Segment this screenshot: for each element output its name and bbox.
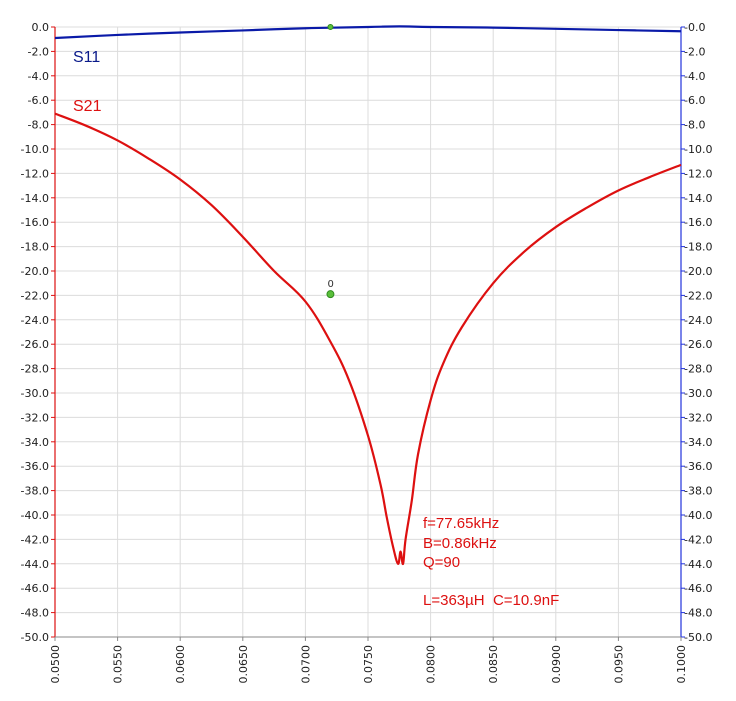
right-tick-label: -48.0 (684, 607, 712, 620)
right-tick-label: -8.0 (684, 119, 705, 132)
right-tick-label: -36.0 (684, 460, 712, 473)
x-tick-label: 0.0800 (425, 645, 438, 684)
right-tick-label: -6.0 (684, 94, 705, 107)
left-tick-label: -30.0 (21, 387, 49, 400)
right-tick-label: -44.0 (684, 558, 712, 571)
x-tick-label: 0.0900 (550, 645, 563, 684)
left-tick-label: -34.0 (21, 436, 49, 449)
right-tick-label: -50.0 (684, 631, 712, 644)
grid (54, 26, 682, 638)
series-line-s21 (54, 112, 682, 566)
left-tick-label: -24.0 (21, 314, 49, 327)
left-tick-label: -42.0 (21, 533, 49, 546)
left-tick-label: -22.0 (21, 289, 49, 302)
x-tick-label: 0.0550 (112, 645, 125, 684)
right-tick-label: -20.0 (684, 265, 712, 278)
left-tick-label: -2.0 (28, 45, 49, 58)
right-tick-label: -16.0 (684, 216, 712, 229)
markers: 0 (326, 24, 335, 299)
left-tick-label: -46.0 (21, 582, 49, 595)
left-axis-ticks: 0.0 -2.0 -4.0 -6.0 -8.0 -10.0 -12.0 -14.0 -16.0 -… (21, 21, 55, 644)
series-label-s21: S21 (73, 98, 102, 115)
left-tick-label: -16.0 (21, 216, 49, 229)
left-tick-label: -26.0 (21, 338, 49, 351)
marker-point (326, 290, 335, 299)
right-tick-label: -40.0 (684, 509, 712, 522)
left-tick-label: -32.0 (21, 411, 49, 424)
right-tick-label: -18.0 (684, 241, 712, 254)
x-tick-label: 0.1000 (675, 645, 688, 684)
left-tick-label: 0.0 (32, 21, 50, 34)
left-tick-label: -44.0 (21, 558, 49, 571)
x-tick-label: 0.0500 (49, 645, 62, 684)
right-tick-label: -4.0 (684, 70, 705, 83)
right-tick-label: -32.0 (684, 411, 712, 424)
right-tick-label: -24.0 (684, 314, 712, 327)
left-tick-label: -28.0 (21, 363, 49, 376)
right-tick-label: -22.0 (684, 289, 712, 302)
series-lines (54, 25, 682, 566)
right-tick-label: -0.0 (684, 21, 705, 34)
left-tick-label: -4.0 (28, 70, 49, 83)
right-tick-label: -46.0 (684, 582, 712, 595)
annotation-lc: L=363µH C=10.9nF (423, 592, 559, 609)
left-tick-label: -40.0 (21, 509, 49, 522)
right-tick-label: -38.0 (684, 485, 712, 498)
right-tick-label: -42.0 (684, 533, 712, 546)
left-tick-label: -12.0 (21, 167, 49, 180)
right-tick-label: -12.0 (684, 167, 712, 180)
marker-point (327, 24, 334, 30)
right-axis-ticks: -0.0 -2.0 -4.0 -6.0 -8.0 -10.0 -12.0 -14.0 -16.0… (681, 21, 712, 644)
left-tick-label: -36.0 (21, 460, 49, 473)
right-tick-label: -14.0 (684, 192, 712, 205)
series-label-s11: S11 (73, 49, 100, 66)
x-tick-label: 0.0600 (174, 645, 187, 684)
right-tick-label: -10.0 (684, 143, 712, 156)
right-tick-label: -2.0 (684, 45, 705, 58)
right-tick-label: -34.0 (684, 436, 712, 449)
left-tick-label: -20.0 (21, 265, 49, 278)
annotation-bandwidth: B=0.86kHz (423, 535, 497, 552)
left-tick-label: -48.0 (21, 607, 49, 620)
x-tick-label: 0.0700 (299, 645, 312, 684)
left-tick-label: -18.0 (21, 241, 49, 254)
x-tick-label: 0.0950 (612, 645, 625, 684)
left-tick-label: -38.0 (21, 485, 49, 498)
right-tick-label: -30.0 (684, 387, 712, 400)
left-tick-label: -6.0 (28, 94, 49, 107)
x-tick-label: 0.0850 (487, 645, 500, 684)
marker-label: 0 (327, 279, 333, 290)
x-axis-ticks: 0.0500 0.0550 0.0600 0.0650 0.0700 0.0750 0.08… (49, 637, 688, 684)
right-tick-label: -28.0 (684, 363, 712, 376)
annotation-frequency: f=77.65kHz (423, 515, 499, 532)
series-line-s11 (54, 25, 682, 40)
x-tick-label: 0.0750 (362, 645, 375, 684)
x-tick-label: 0.0650 (237, 645, 250, 684)
right-tick-label: -26.0 (684, 338, 712, 351)
annotation-q: Q=90 (423, 554, 460, 571)
left-tick-label: -10.0 (21, 143, 49, 156)
left-tick-label: -8.0 (28, 119, 49, 132)
left-tick-label: -50.0 (21, 631, 49, 644)
left-tick-label: -14.0 (21, 192, 49, 205)
